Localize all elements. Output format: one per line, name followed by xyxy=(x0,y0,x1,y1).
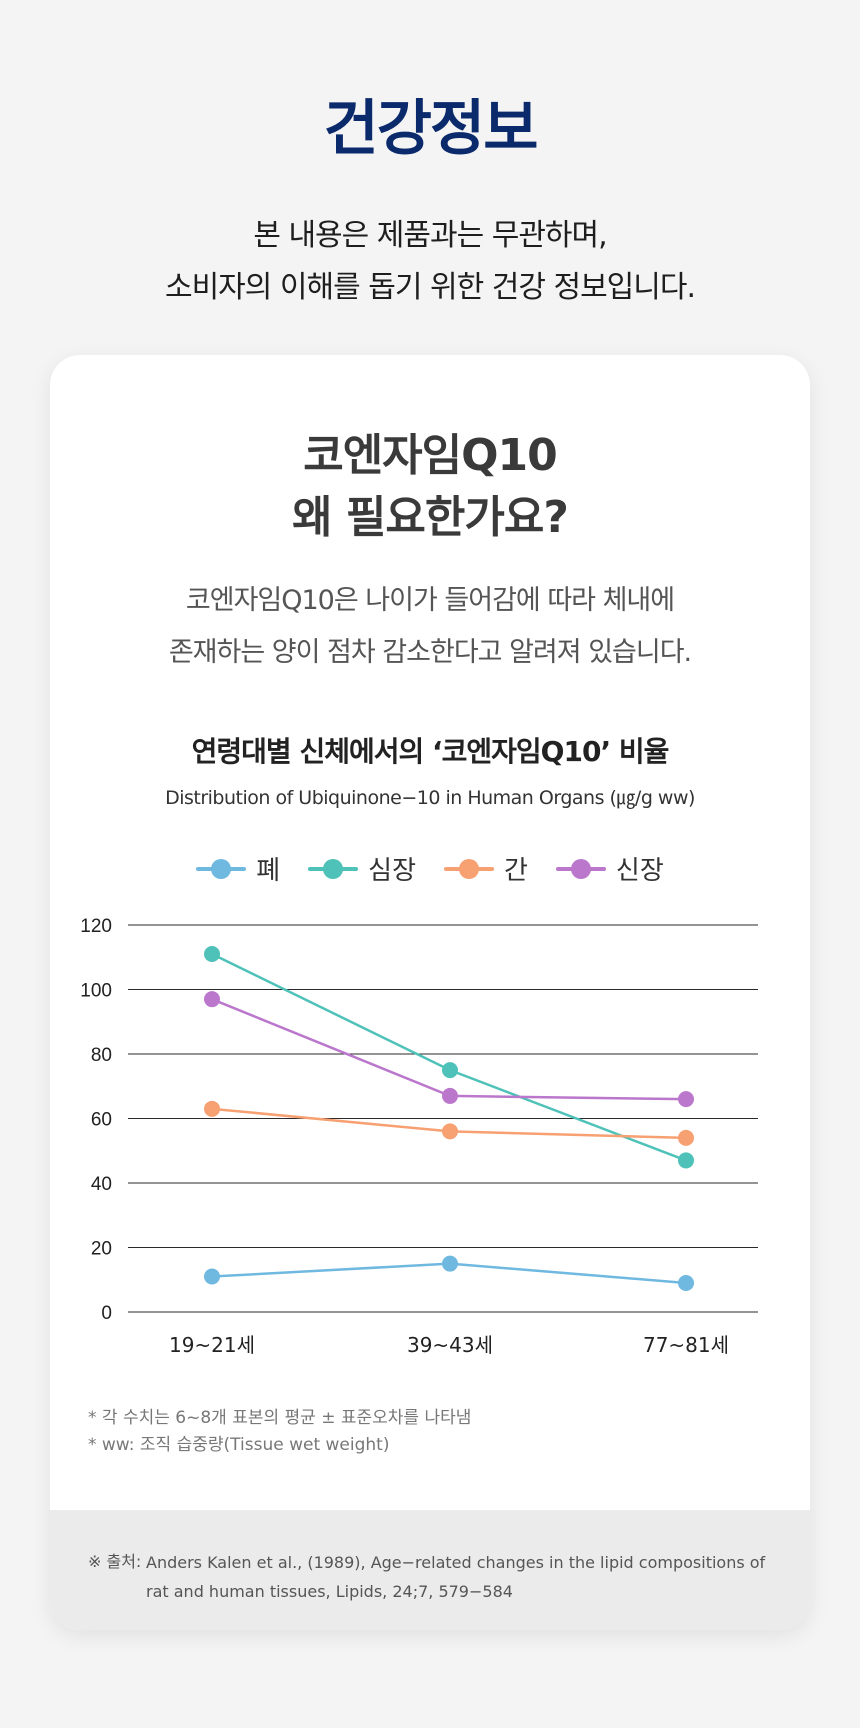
source-label: ※ 출처: xyxy=(88,1552,142,1571)
chart-notes: * 각 수치는 6~8개 표본의 평균 ± 표준오차를 나타냄 * ww: 조직… xyxy=(88,1405,471,1459)
source-text: Anders Kalen et al., (1989), Age−related… xyxy=(146,1553,766,1601)
chart-subtitle: Distribution of Ubiquinone−10 in Human O… xyxy=(165,787,695,809)
card-title: 코엔자임Q10 왜 필요한가요? xyxy=(50,425,810,549)
header-subtitle: 본 내용은 제품과는 무관하며, 소비자의 이해를 돕기 위한 건강 정보입니다… xyxy=(0,210,860,314)
card-desc-line2: 존재하는 양이 점차 감소한다고 알려져 있습니다. xyxy=(168,637,692,668)
page-title: 건강정보 xyxy=(323,94,539,164)
legend-swatch xyxy=(444,856,494,882)
legend-swatch xyxy=(196,856,247,882)
data-point-1-2 xyxy=(678,1152,694,1169)
legend-label: 폐 xyxy=(256,856,281,886)
x-tick-label: 39~43세 xyxy=(407,1333,493,1357)
card-desc-line1: 코엔자임Q10은 나이가 들어감에 따라 체내에 xyxy=(185,585,675,616)
data-point-3-2 xyxy=(678,1091,694,1108)
legend-dot xyxy=(211,858,232,879)
series-line-3 xyxy=(211,998,687,1101)
header-subtitle-line1: 본 내용은 제품과는 무관하며, xyxy=(253,218,607,253)
card-title-line2: 왜 필요한가요? xyxy=(292,492,569,543)
data-point-0-1 xyxy=(442,1255,458,1272)
y-tick-label: 100 xyxy=(80,981,112,1002)
source-box: ※ 출처: Anders Kalen et al., (1989), Age−r… xyxy=(50,1510,810,1630)
card-title-line1: 코엔자임Q10 xyxy=(303,430,558,481)
legend-item: 신장 xyxy=(555,850,664,887)
note-line2: * ww: 조직 습중량(Tissue wet weight) xyxy=(88,1435,390,1455)
legend-swatch xyxy=(308,856,359,882)
legend-item: 폐 xyxy=(196,850,280,887)
legend-dot xyxy=(323,858,344,879)
card-description: 코엔자임Q10은 나이가 들어감에 따라 체내에 존재하는 양이 점차 감소한다… xyxy=(50,575,810,679)
data-point-3-0 xyxy=(204,991,220,1008)
y-tick-label: 40 xyxy=(91,1174,112,1195)
data-point-3-1 xyxy=(442,1087,458,1104)
legend-item: 심장 xyxy=(308,850,416,887)
legend-dot xyxy=(570,858,591,879)
data-point-1-1 xyxy=(442,1062,458,1079)
legend-label: 신장 xyxy=(615,856,664,886)
legend-dot xyxy=(459,858,479,879)
chart-title: 연령대별 신체에서의 ‘코엔자임Q10’ 비율 xyxy=(191,735,670,768)
y-tick-label: 80 xyxy=(91,1045,112,1066)
legend-label: 심장 xyxy=(368,856,416,886)
legend-swatch xyxy=(555,856,606,882)
legend-label: 간 xyxy=(504,856,528,886)
note-line1: * 각 수치는 6~8개 표본의 평균 ± 표준오차를 나타냄 xyxy=(88,1408,472,1428)
y-tick-label: 0 xyxy=(101,1303,112,1324)
data-point-1-0 xyxy=(204,946,220,963)
x-tick-label: 19~21세 xyxy=(169,1333,255,1357)
info-card: 코엔자임Q10 왜 필요한가요? 코엔자임Q10은 나이가 들어감에 따라 체내… xyxy=(50,355,810,1630)
y-tick-label: 20 xyxy=(91,1239,112,1260)
legend-item: 간 xyxy=(444,850,528,887)
header-subtitle-line2: 소비자의 이해를 돕기 위한 건강 정보입니다. xyxy=(164,270,696,305)
data-point-0-2 xyxy=(678,1274,694,1291)
data-point-2-2 xyxy=(678,1129,694,1146)
data-point-2-0 xyxy=(204,1100,220,1117)
y-tick-label: 120 xyxy=(80,916,112,937)
line-chart: 0 20 40 60 80 100 120 19~21세 39~43세 77~81세 xyxy=(80,916,758,1357)
data-point-2-1 xyxy=(442,1123,458,1140)
x-tick-label: 77~81세 xyxy=(643,1333,729,1357)
data-point-0-0 xyxy=(204,1268,220,1285)
chart-legend: 폐 심장 간 신장 xyxy=(50,850,810,887)
y-tick-label: 60 xyxy=(91,1110,112,1131)
